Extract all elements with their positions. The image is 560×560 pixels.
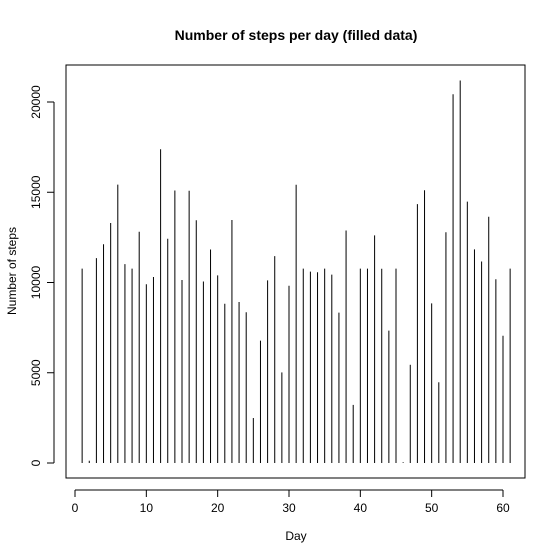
y-tick-label-10000: 10000 (29, 265, 43, 299)
x-tick-label-30: 30 (282, 501, 296, 515)
x-tick-label-0: 0 (72, 501, 79, 515)
y-tick-label-20000: 20000 (29, 85, 43, 119)
y-axis: 0 5000 10000 15000 20000 (29, 85, 55, 466)
x-axis-label: Day (285, 529, 306, 543)
x-tick-label-50: 50 (425, 501, 439, 515)
x-tick-label-40: 40 (354, 501, 368, 515)
bars-group (81, 80, 511, 463)
y-tick-label-0: 0 (29, 459, 43, 466)
y-tick-label-15000: 15000 (29, 175, 43, 209)
y-tick-label-5000: 5000 (29, 359, 43, 386)
y-axis-label: Number of steps (5, 227, 19, 315)
chart-title: Number of steps per day (filled data) (175, 27, 418, 43)
x-tick-label-10: 10 (140, 501, 154, 515)
x-tick-label-20: 20 (211, 501, 225, 515)
x-axis: 0 10 20 30 40 50 60 (72, 489, 510, 515)
plot-area-border (65, 64, 526, 479)
x-tick-label-60: 60 (496, 501, 510, 515)
